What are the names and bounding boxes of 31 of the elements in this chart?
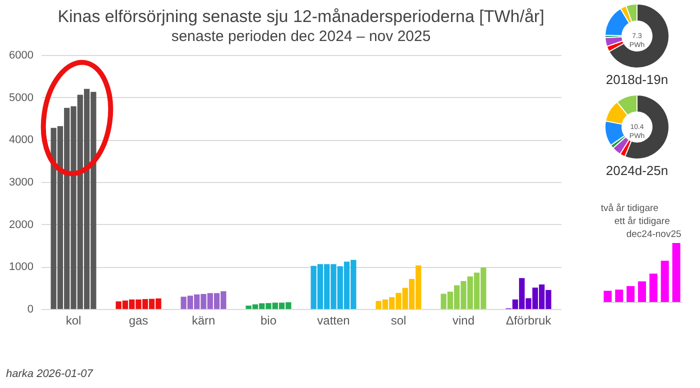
x-tick-label: Δförbruk [506, 314, 552, 328]
bar [638, 281, 646, 302]
text: 2018d-19n [606, 72, 668, 87]
donut-slice [608, 4, 670, 68]
y-tick-label: 3000 [9, 176, 34, 188]
text: dec24-nov25 [626, 229, 682, 240]
bar [660, 260, 669, 302]
x-tick-label: sol [390, 314, 406, 328]
x-tick-label: vatten [317, 314, 350, 328]
y-tick-label: 0 [27, 304, 34, 316]
y-tick-label: 4000 [9, 134, 34, 146]
bar [604, 290, 612, 302]
x-tick-label: kärn [192, 314, 216, 328]
text: 2024d-25n [606, 163, 668, 178]
chart-subtitle: senaste perioden dec 2024 – nov 2025 [171, 28, 431, 45]
text: harka 2026-01-07 [6, 368, 93, 380]
text: två år tidigare [600, 203, 658, 214]
y-tick-label: 6000 [9, 50, 34, 62]
y-tick-label: 5000 [9, 92, 34, 104]
x-tick-label: vind [452, 314, 475, 328]
y-tick-label: 1000 [9, 261, 34, 274]
text: ett år tidigare [614, 216, 670, 227]
x-tick-label: gas [128, 314, 148, 328]
bar [672, 243, 680, 302]
bar [626, 286, 635, 302]
bar [615, 290, 624, 302]
x-tick-label: kol [66, 314, 82, 328]
chart-title: Kinas elförsörjning senaste sju 12-månadersperioderna [TWh/år] [58, 7, 544, 26]
y-tick-label: 2000 [9, 218, 34, 231]
bar [649, 274, 658, 302]
x-tick-label: bio [260, 314, 277, 328]
